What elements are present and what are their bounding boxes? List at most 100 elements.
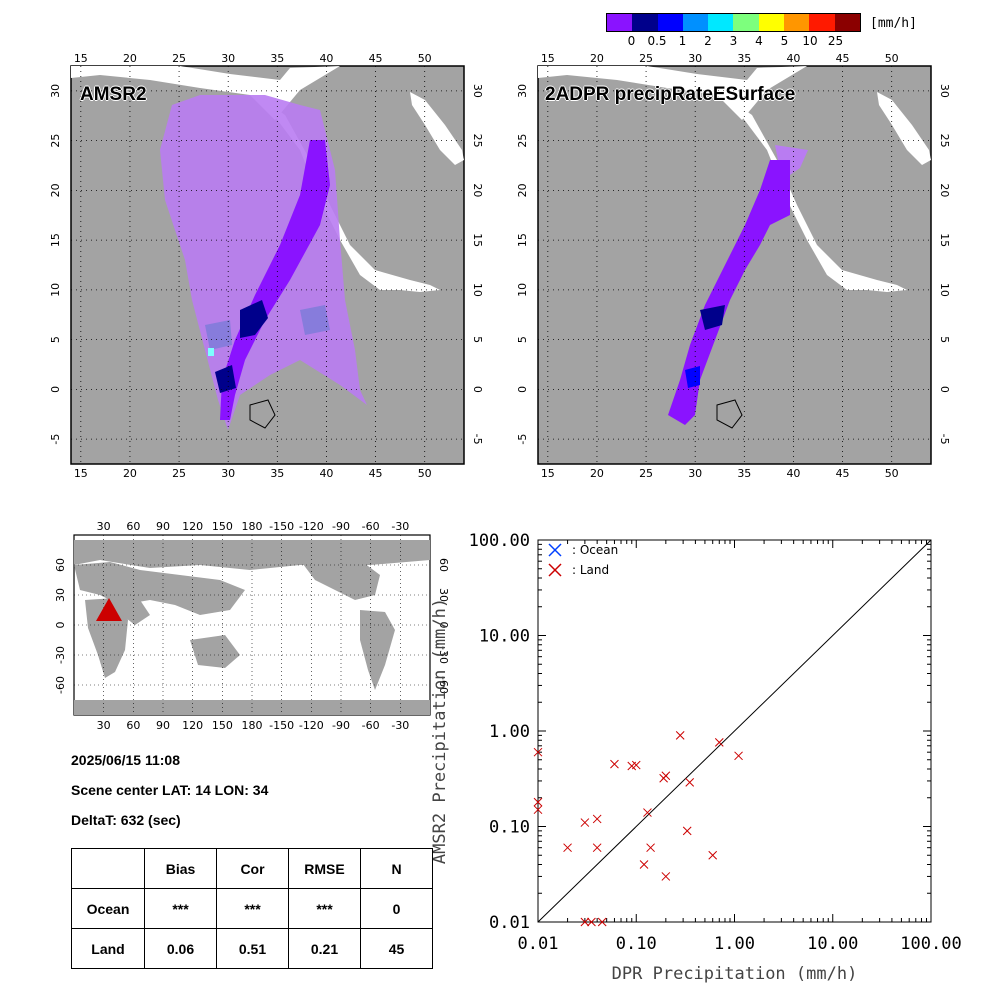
lat-tick-label: 15 <box>938 233 951 247</box>
stats-header-cell <box>71 848 145 889</box>
amsr2-heavy-cell <box>215 365 236 393</box>
y-tick-label: 0.10 <box>489 818 530 838</box>
scene-datetime: 2025/06/15 11:08 <box>71 752 180 768</box>
y-tick-label: 10.00 <box>479 627 530 647</box>
lon-tick-label: 45 <box>836 467 850 480</box>
globe-map: 30 30 60 60 90 90 120 120 150 150 180 180 -150 -150 -1… <box>54 520 450 732</box>
lon-tick-label: 45 <box>369 52 383 65</box>
x-axis-label: DPR Precipitation (mm/h) <box>612 964 858 984</box>
amsr2-moderate-cell <box>205 320 232 350</box>
lat-tick-label: 5 <box>49 336 62 343</box>
stats-header-n: N <box>360 848 433 889</box>
lat-tick-label: 25 <box>938 134 951 148</box>
colorbar-swatch <box>708 14 734 31</box>
lat-tick-label: 10 <box>49 283 62 297</box>
colorbar-label: 1 <box>678 34 687 48</box>
colorbar-swatch <box>632 14 658 31</box>
lat-tick-label: 20 <box>938 183 951 197</box>
persian-gulf <box>410 92 464 165</box>
map-left-title: AMSR2 <box>80 84 147 105</box>
scatter-point <box>580 818 590 827</box>
lat-tick-label: -5 <box>49 434 62 445</box>
lon-tick-label: 120 <box>182 719 203 732</box>
stats-cell: 0.06 <box>144 928 217 969</box>
lat-tick-label: 5 <box>938 336 951 343</box>
lon-tick-label: 20 <box>590 52 604 65</box>
colorbar-swatch <box>657 14 683 31</box>
lat-tick-label: 5 <box>471 336 484 343</box>
lon-tick-label: 15 <box>74 52 88 65</box>
lon-tick-label: 90 <box>156 719 170 732</box>
stats-header-cor: Cor <box>216 848 289 889</box>
lon-tick-label: 40 <box>319 52 333 65</box>
scatter-point <box>643 808 652 817</box>
lat-tick-label: 25 <box>516 134 529 148</box>
lat-tick-label: 0 <box>938 386 951 393</box>
lon-tick-label: 50 <box>885 467 899 480</box>
scatter-point <box>597 917 607 927</box>
lat-tick-label: 30 <box>54 588 67 602</box>
lat-tick-label: 30 <box>938 84 951 98</box>
delta-t: DeltaT: 632 (sec) <box>71 812 181 828</box>
lon-tick-label: -60 <box>362 719 380 732</box>
lon-tick-label: 45 <box>836 52 850 65</box>
lon-tick-label: 30 <box>688 52 702 65</box>
lat-tick-label: -5 <box>516 434 529 445</box>
scatter-point <box>533 805 543 815</box>
colorbar-label: 5 <box>780 34 789 48</box>
legend-marker <box>548 563 562 577</box>
lon-tick-label: 25 <box>172 52 186 65</box>
colorbar-swatch <box>834 14 860 31</box>
scatter-point <box>592 814 602 824</box>
lon-tick-label: 15 <box>541 52 555 65</box>
lon-tick-label: 40 <box>786 467 800 480</box>
lat-tick-label: 0 <box>471 386 484 393</box>
lon-tick-label: 20 <box>123 467 137 480</box>
lon-tick-label: 40 <box>786 52 800 65</box>
lat-tick-label: 60 <box>54 558 67 572</box>
lon-tick-label: 120 <box>182 520 203 533</box>
colorbar-label: 0 <box>627 34 636 48</box>
stats-cell: *** <box>288 888 361 929</box>
lon-tick-label: 20 <box>590 467 604 480</box>
lon-tick-label: 30 <box>97 520 111 533</box>
amsr2-swath <box>220 140 330 420</box>
stats-row-label: Ocean <box>71 888 145 929</box>
lon-tick-label: -120 <box>299 719 324 732</box>
scatter-point <box>685 777 695 787</box>
scatter-point <box>661 771 671 781</box>
stats-cell: 0.21 <box>288 928 361 969</box>
stats-header-bias: Bias <box>144 848 217 889</box>
lat-tick-label: 25 <box>471 134 484 148</box>
lon-tick-label: -30 <box>391 520 409 533</box>
lat-tick-label: 15 <box>49 233 62 247</box>
amsr2-light-cell <box>208 348 214 356</box>
dpr-moderate-cell <box>685 366 700 388</box>
scatter-point <box>533 797 543 807</box>
stats-header-rmse: RMSE <box>288 848 361 889</box>
south-america <box>360 610 395 690</box>
lon-tick-label: -150 <box>269 520 294 533</box>
y-tick-label: 1.00 <box>489 722 530 742</box>
stats-row-ocean: Ocean *** *** *** 0 <box>71 888 433 929</box>
colorbar-label: 3 <box>729 34 738 48</box>
lon-tick-label: 25 <box>172 467 186 480</box>
lat-tick-label: -60 <box>437 676 450 694</box>
colorbar-swatch <box>682 14 709 31</box>
lon-tick-label: -60 <box>362 520 380 533</box>
lat-tick-label: 15 <box>516 233 529 247</box>
north-america <box>300 560 380 600</box>
colorbar-label: 10 <box>802 34 818 48</box>
scatter-point <box>682 826 692 836</box>
scatter-point <box>639 860 649 869</box>
stats-cell: *** <box>216 888 289 929</box>
lon-tick-label: 30 <box>688 467 702 480</box>
stats-cell: 0 <box>360 888 433 929</box>
stats-header-row: Bias Cor RMSE N <box>71 848 433 889</box>
scatter-point <box>580 917 590 927</box>
lake-victoria <box>716 399 743 429</box>
lon-tick-label: -90 <box>332 719 350 732</box>
lat-tick-label: 60 <box>437 558 450 572</box>
colorbar-swatch <box>784 14 810 31</box>
lon-tick-label: -90 <box>332 520 350 533</box>
